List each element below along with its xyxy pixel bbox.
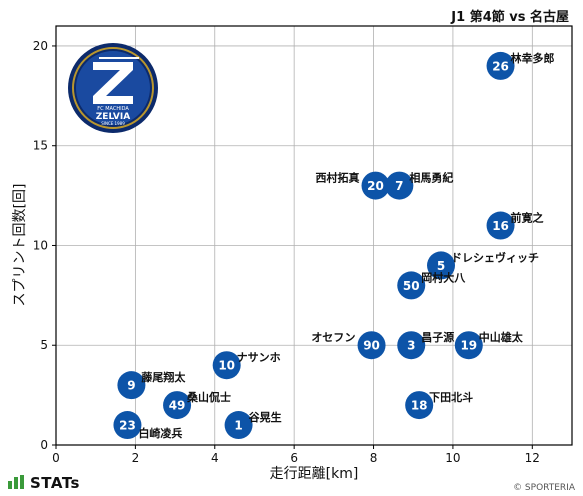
- point-label: 下田北斗: [429, 390, 473, 404]
- point-marker: [385, 171, 414, 200]
- logo-ring: [72, 47, 154, 129]
- stats-brand: STATs: [8, 474, 80, 493]
- y-tick-label: 5: [40, 338, 48, 352]
- point-marker: [212, 351, 241, 380]
- point-label: 岡村大八: [421, 270, 466, 284]
- point-label: 藤尾翔太: [141, 370, 186, 384]
- data-point: 5 ドレシェヴィッチ: [427, 250, 539, 280]
- logo-text-top: FC MACHIDA: [97, 106, 129, 112]
- point-marker: [486, 51, 515, 80]
- point-label: ナサンホ: [237, 351, 281, 364]
- point-number: 26: [492, 59, 509, 73]
- point-marker: [163, 391, 192, 420]
- data-point: 3 昌子源: [397, 330, 454, 360]
- data-point: 7 相馬勇紀: [385, 171, 453, 200]
- y-tick-label: 10: [33, 238, 48, 252]
- copyright: © SPORTERIA: [513, 483, 575, 493]
- logo-text-bottom: SINCE 1989: [101, 121, 125, 126]
- stats-bars-icon: [8, 474, 26, 493]
- data-point: 90 オセフン: [311, 331, 386, 360]
- point-label: 桑山侃士: [186, 390, 231, 404]
- point-marker: [405, 391, 434, 420]
- stats-brand-text: STATs: [30, 474, 80, 492]
- point-number: 10: [218, 359, 235, 373]
- data-point: 20 西村拓真: [316, 171, 390, 200]
- point-number: 23: [119, 419, 136, 433]
- plot-frame: [55, 25, 573, 446]
- point-marker: [117, 371, 146, 400]
- point-marker: [397, 331, 426, 360]
- x-tick-label: 4: [211, 451, 219, 465]
- point-number: 3: [407, 339, 415, 353]
- y-axis-label: スプリント回数[回]: [12, 184, 28, 307]
- point-label: 昌子源: [421, 330, 454, 344]
- point-marker: [397, 271, 426, 300]
- point-number: 20: [367, 179, 384, 193]
- point-marker: [454, 331, 483, 360]
- x-tick-label: 12: [525, 451, 540, 465]
- point-number: 49: [169, 399, 186, 413]
- point-label: 林幸多郎: [511, 51, 555, 65]
- x-tick-label: 0: [52, 451, 60, 465]
- point-number: 16: [492, 219, 509, 233]
- logo-z-emblem: [93, 62, 133, 104]
- point-label: 相馬勇紀: [409, 171, 453, 185]
- data-point: 1 谷晃生: [224, 410, 282, 440]
- point-marker: [361, 171, 390, 200]
- x-axis-label: 走行距離[km]: [270, 465, 359, 482]
- point-number: 50: [403, 279, 420, 293]
- data-point: 9 藤尾翔太: [117, 370, 186, 400]
- point-label: 前寛之: [511, 211, 544, 225]
- point-label: オセフン: [311, 331, 355, 344]
- point-marker: [486, 211, 515, 240]
- point-number: 18: [411, 399, 428, 413]
- logo-text-main: ZELVIA: [96, 112, 130, 122]
- chart-title: J1 第4節 vs 名古屋: [451, 10, 569, 25]
- grid-lines: [55, 26, 572, 446]
- point-marker: [357, 331, 386, 360]
- point-label: 西村拓真: [316, 171, 360, 185]
- x-tick-label: 2: [132, 451, 140, 465]
- point-marker: [427, 251, 456, 280]
- club-logo: FC MACHIDA ZELVIA SINCE 1989: [68, 43, 158, 133]
- point-number: 19: [460, 339, 477, 353]
- point-label: 谷晃生: [249, 410, 282, 424]
- x-tick-label: 8: [370, 451, 378, 465]
- y-tick-label: 20: [33, 39, 48, 53]
- point-number: 1: [234, 419, 242, 433]
- y-tick-label: 15: [33, 139, 48, 153]
- y-tick-label: 0: [40, 438, 48, 452]
- point-number: 7: [395, 179, 403, 193]
- point-number: 5: [437, 259, 445, 273]
- point-number: 9: [127, 379, 135, 393]
- point-label: ドレシェヴィッチ: [451, 250, 539, 264]
- x-tick-label: 10: [445, 451, 460, 465]
- point-label: 中山雄太: [479, 330, 524, 344]
- point-number: 90: [363, 339, 380, 353]
- point-label: 白崎凌兵: [138, 426, 182, 440]
- point-marker: [224, 411, 253, 440]
- point-marker: [113, 411, 142, 440]
- x-tick-label: 6: [290, 451, 298, 465]
